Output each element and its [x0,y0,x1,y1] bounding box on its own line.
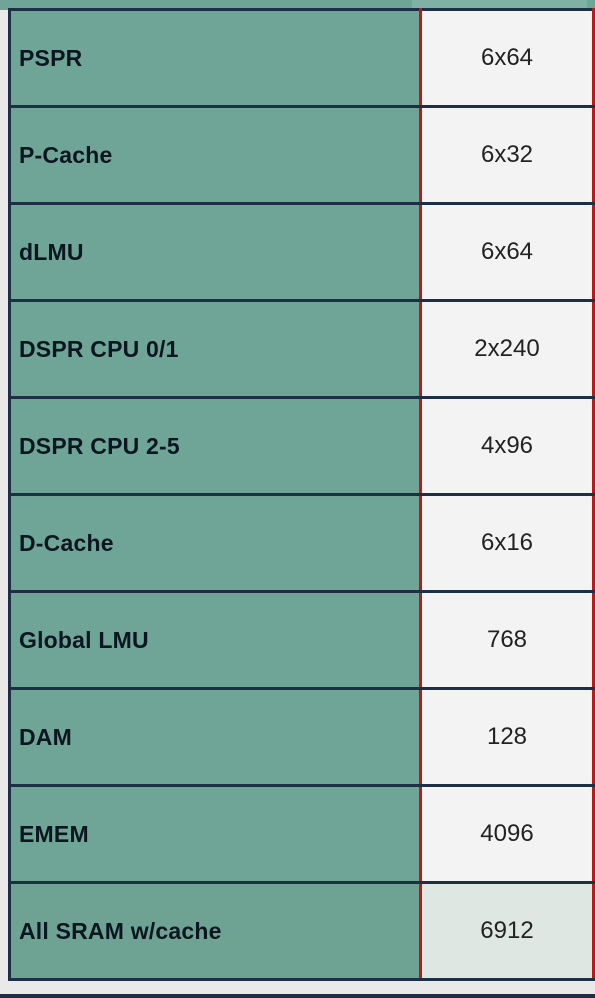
row-label: Global LMU [8,590,422,690]
row-tail [593,590,595,690]
row-value: 6x32 [420,105,595,205]
table-row: DAM 128 [8,687,595,787]
table-row: PSPR 6x64 [8,8,595,108]
row-label: dLMU [8,202,422,302]
row-label: DSPR CPU 0/1 [8,299,422,399]
row-value: 128 [420,687,595,787]
row-value: 4096 [420,784,595,884]
row-value: 2x240 [420,299,595,399]
row-value: 4x96 [420,396,595,496]
row-value: 6912 [420,881,595,981]
table-row-total: All SRAM w/cache 6912 [8,881,595,981]
table-bottom-border [0,994,595,998]
table-row: P-Cache 6x32 [8,105,595,205]
row-value: 6x16 [420,493,595,593]
row-tail [593,105,595,205]
row-tail [593,493,595,593]
table-row: DSPR CPU 2-5 4x96 [8,396,595,496]
table-top-strip [0,0,595,10]
row-label: PSPR [8,8,422,108]
table-row: dLMU 6x64 [8,202,595,302]
table-top-strip-value-column [412,0,587,10]
row-label: DSPR CPU 2-5 [8,396,422,496]
row-value: 768 [420,590,595,690]
row-label: All SRAM w/cache [8,881,422,981]
table-row: Global LMU 768 [8,590,595,690]
sram-table: PSPR 6x64 P-Cache 6x32 dLMU 6x64 DSPR CP… [8,8,595,981]
row-tail [593,687,595,787]
row-value: 6x64 [420,8,595,108]
row-tail [593,784,595,884]
row-tail [593,881,595,981]
row-tail [593,299,595,399]
row-label: DAM [8,687,422,787]
row-label: P-Cache [8,105,422,205]
row-tail [593,8,595,108]
table-row: DSPR CPU 0/1 2x240 [8,299,595,399]
table-row: D-Cache 6x16 [8,493,595,593]
row-tail [593,396,595,496]
row-value: 6x64 [420,202,595,302]
table-row: EMEM 4096 [8,784,595,884]
row-label: D-Cache [8,493,422,593]
row-label: EMEM [8,784,422,884]
row-tail [593,202,595,302]
